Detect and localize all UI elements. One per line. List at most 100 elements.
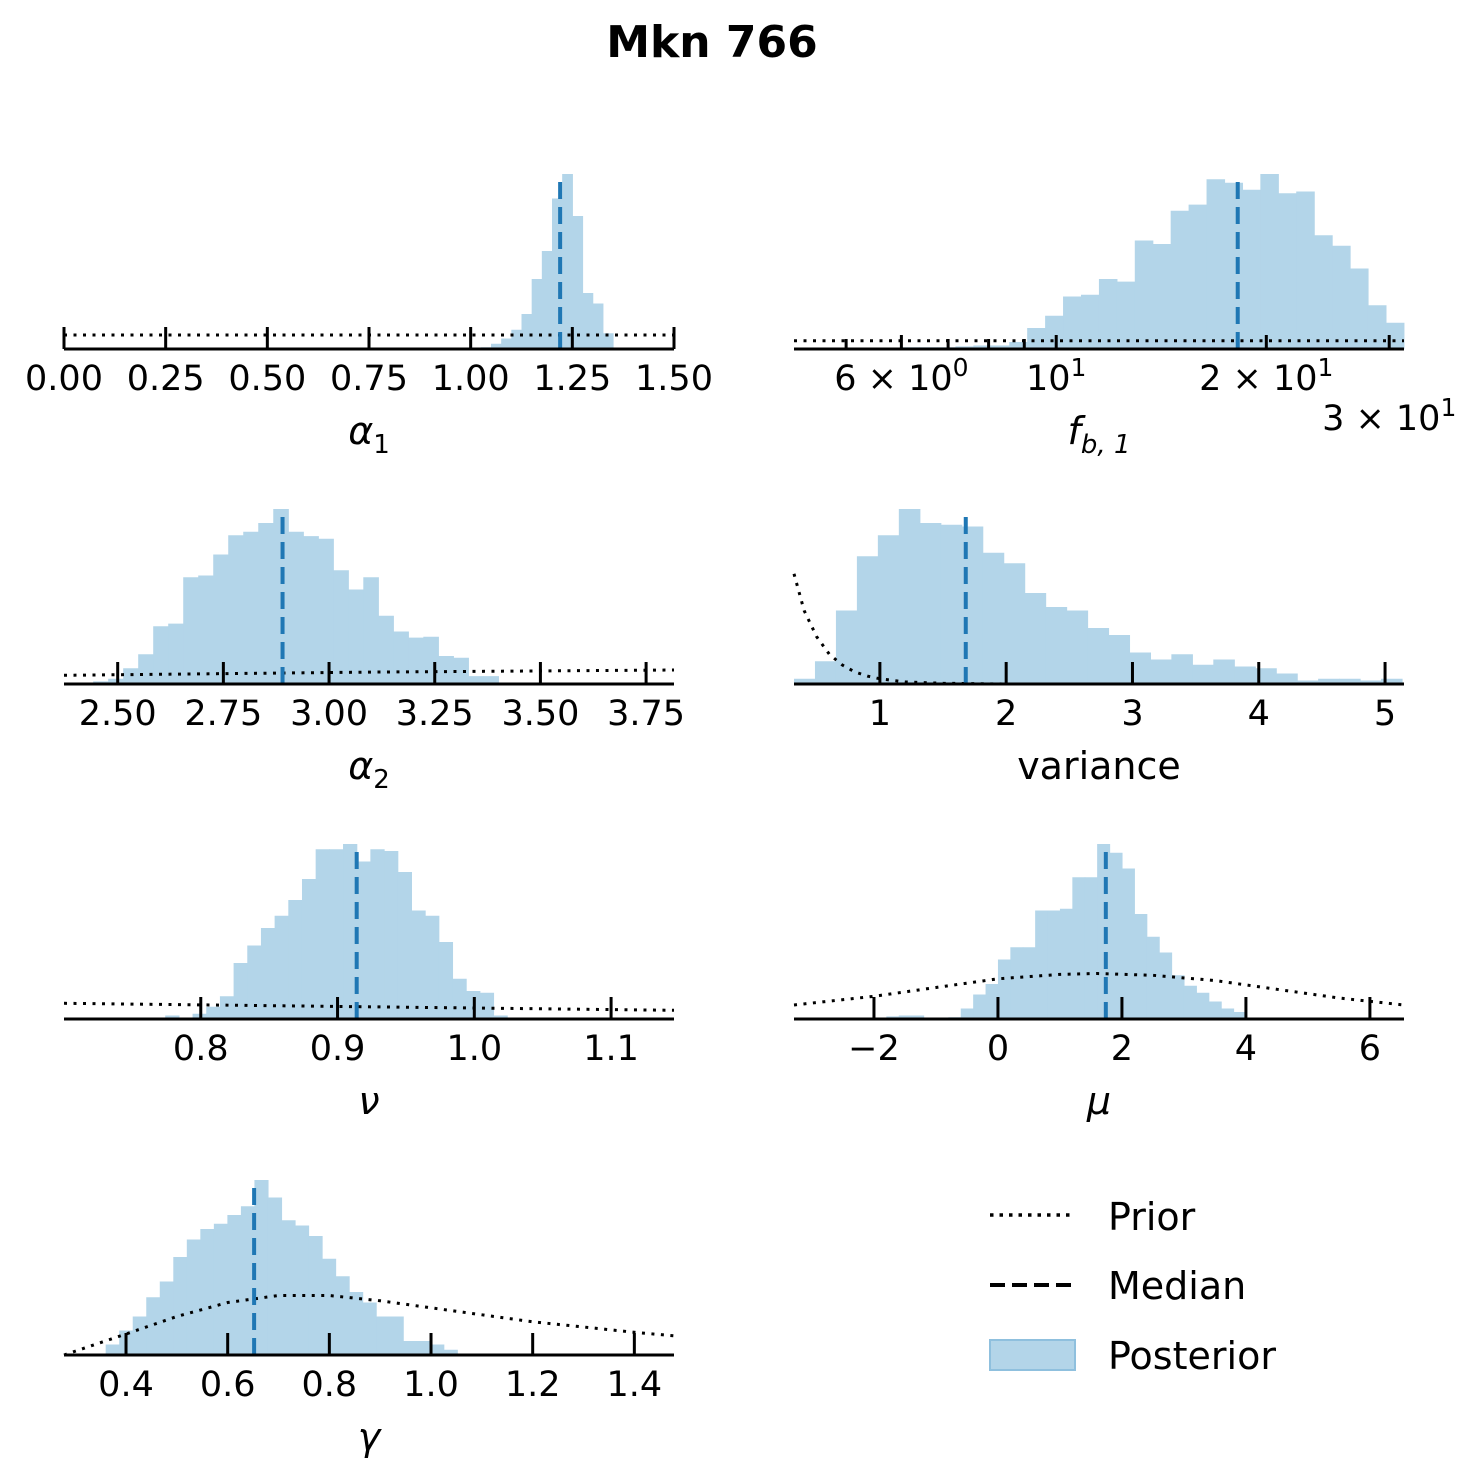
x-tick-label: 2 [1111, 1029, 1133, 1069]
posterior-bar [1134, 240, 1154, 349]
posterior-bar [1146, 936, 1160, 1019]
posterior-bar [408, 637, 424, 684]
posterior-bar [423, 636, 439, 684]
posterior-bar [1276, 673, 1298, 684]
x-tick-label: 0.25 [127, 359, 205, 399]
posterior-bar [1045, 607, 1068, 684]
x-tick-label: 1.50 [635, 359, 713, 399]
posterior-bar [552, 198, 563, 349]
posterior-bar [1084, 877, 1098, 1019]
posterior-bar [378, 615, 394, 684]
posterior-bar [1003, 563, 1026, 684]
posterior-bar [1170, 210, 1190, 349]
posterior-bar [1097, 844, 1111, 1019]
posterior-bar [877, 535, 900, 684]
legend: Prior Median Posterior [989, 1195, 1276, 1378]
posterior-bar [165, 1015, 180, 1019]
posterior-bar [389, 1316, 404, 1355]
posterior-bar [233, 963, 248, 1019]
posterior-bar [1010, 947, 1024, 1019]
posterior-bar [1109, 852, 1123, 1019]
posterior-bar [1087, 628, 1110, 684]
posterior-bar [1022, 947, 1036, 1019]
panel-mu: −2 0 2 4 6 μ [793, 844, 1405, 1123]
posterior-bar [198, 575, 214, 684]
x-axis-label: γ [358, 1415, 383, 1459]
posterior-bar [856, 556, 879, 684]
posterior-bar [1221, 1008, 1235, 1019]
x-tick-label: 0.50 [228, 359, 306, 399]
posterior-bar [453, 657, 469, 684]
posterior-bar [1183, 985, 1197, 1019]
posterior-bar [376, 1316, 391, 1355]
posterior-bar [940, 524, 963, 684]
x-tick-label: 1.1 [583, 1029, 639, 1069]
posterior-bar [541, 251, 553, 349]
x-axis-label: μ [1086, 1079, 1111, 1123]
posterior-bar [973, 994, 987, 1019]
x-tick-label: 0.75 [330, 359, 408, 399]
x-tick-label: 0.8 [302, 1365, 358, 1405]
x-tick-label: 2.75 [184, 694, 262, 734]
posterior-bar [562, 174, 573, 349]
posterior-bar [288, 531, 304, 684]
posterior-bar [213, 1223, 228, 1355]
x-tick-label: 0.9 [310, 1029, 366, 1069]
posterior-bar [468, 676, 484, 684]
posterior-bar [835, 610, 858, 684]
posterior-bar [531, 279, 543, 349]
posterior-bar [260, 928, 276, 1019]
posterior-bar [1242, 189, 1261, 349]
posterior-bar [247, 945, 262, 1019]
posterior-bar [919, 523, 942, 684]
panel-alpha1: 0.00 0.25 0.50 0.75 1.00 1.25 1.50 α1 [25, 174, 713, 460]
posterior-bar [483, 676, 499, 684]
posterior-bar [1192, 664, 1214, 684]
x-tick-label: 3 [1121, 694, 1143, 734]
posterior-bar [186, 1239, 201, 1355]
posterior-bar [1188, 204, 1208, 349]
posterior-bar [1009, 342, 1028, 349]
panel-variance: 1 2 3 4 5 variance [792, 509, 1404, 788]
posterior-bar [1116, 281, 1136, 349]
x-tick-label: 4 [1235, 1029, 1257, 1069]
posterior-bar [1213, 659, 1235, 684]
posterior-bar [1150, 659, 1172, 684]
x-tick-label: 1 [869, 694, 891, 734]
posterior-bar [1171, 654, 1193, 684]
posterior-bar [911, 1015, 925, 1019]
x-tick-label: 1.4 [607, 1365, 663, 1405]
posterior-bar [397, 872, 412, 1019]
posterior-bar [362, 1302, 377, 1355]
x-axis-label: variance [1017, 744, 1181, 788]
posterior-bar [333, 570, 349, 684]
posterior-bar [318, 538, 334, 684]
posterior-bar [1072, 877, 1086, 1019]
posterior-bar [303, 536, 319, 684]
posterior-bar [572, 216, 584, 349]
posterior-bar [1024, 593, 1047, 684]
legend-prior-label: Prior [1108, 1195, 1196, 1239]
posterior-bar [254, 1180, 269, 1355]
posterior-bar [308, 1236, 323, 1355]
x-tick-label: 0 [987, 1029, 1009, 1069]
x-tick-label: 101 [1026, 353, 1086, 399]
posterior-bar [1260, 174, 1279, 349]
x-tick-label: 3.50 [501, 694, 579, 734]
posterior-bar [794, 678, 816, 684]
x-tick-label: 6 [1359, 1029, 1381, 1069]
x-tick-label: 4 [1248, 694, 1270, 734]
posterior-bar [960, 1008, 974, 1019]
x-tick-label: 2 [995, 694, 1017, 734]
panel-nu: 0.8 0.9 1.0 1.1 ν [63, 844, 675, 1123]
posterior-bar [1045, 315, 1064, 349]
posterior-bar [1027, 328, 1046, 349]
x-tick-label: 1.00 [432, 359, 510, 399]
x-tick-label: 3 × 101 [1322, 393, 1456, 439]
x-tick-label: 5 [1374, 694, 1396, 734]
x-tick-label: −2 [848, 1029, 900, 1069]
posterior-bar [997, 959, 1011, 1019]
posterior-bar [443, 1349, 458, 1355]
posterior-bar [814, 661, 837, 684]
